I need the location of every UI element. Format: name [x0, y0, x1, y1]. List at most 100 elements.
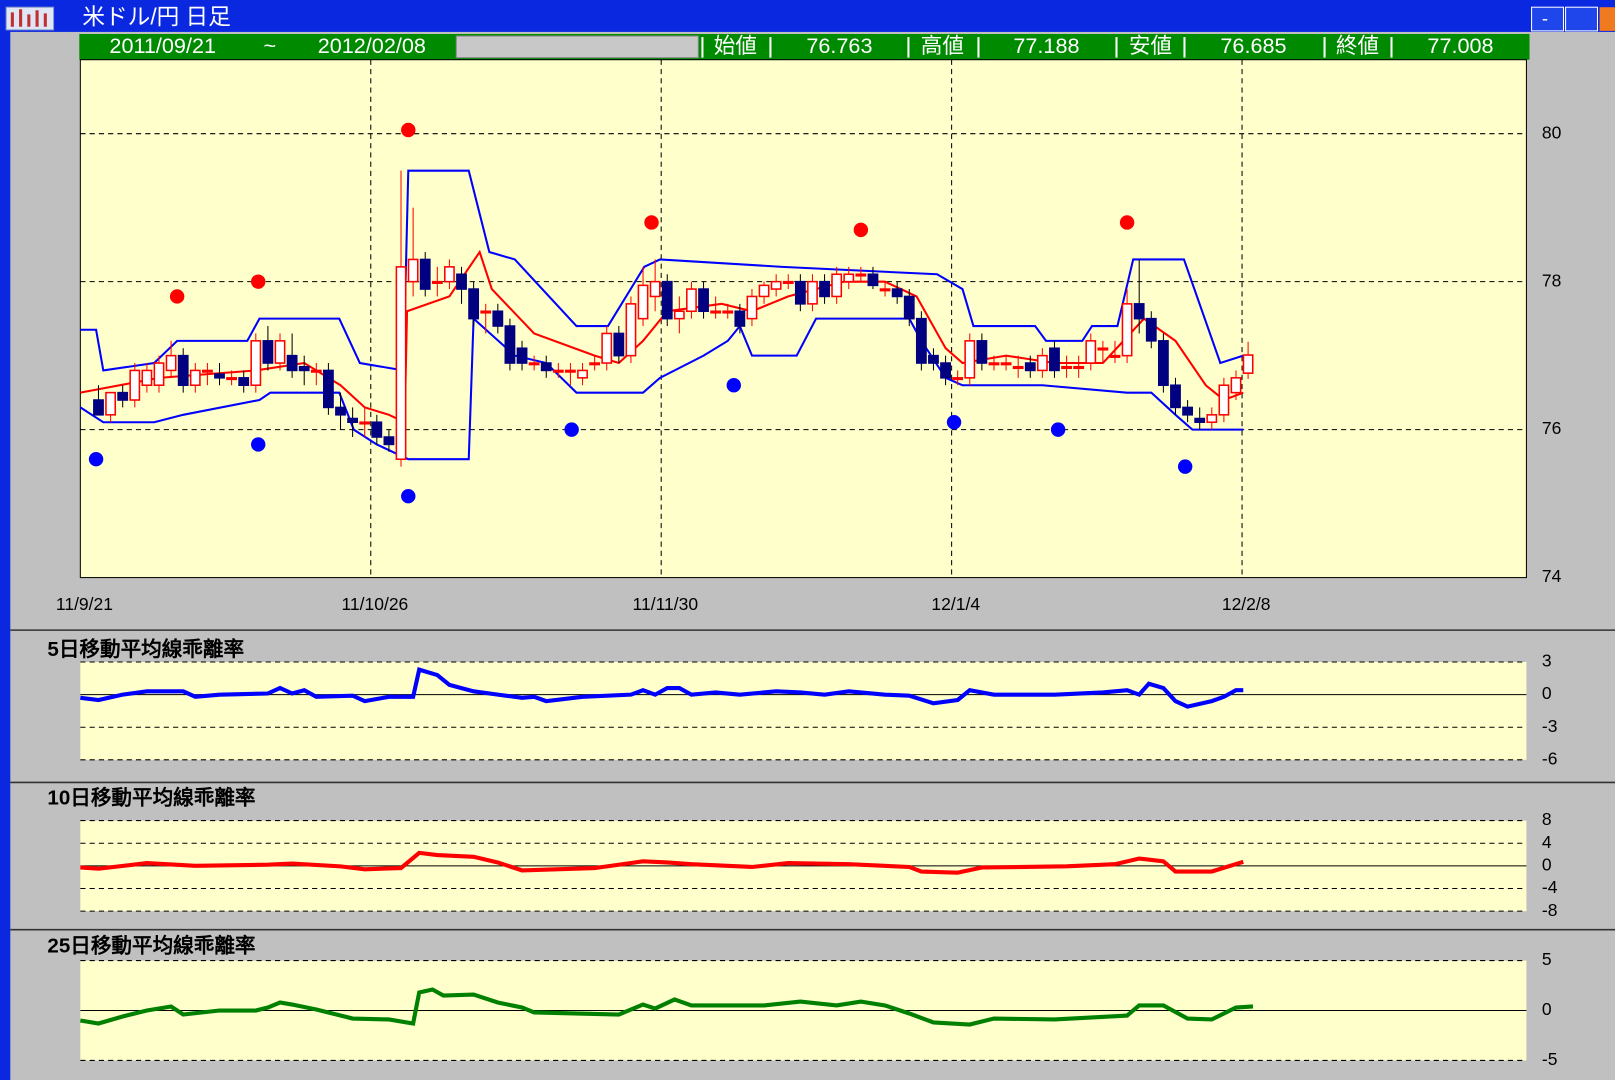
app-icon — [5, 6, 55, 31]
candle-body — [589, 362, 601, 366]
field-value: 76.685 — [1220, 33, 1286, 58]
candle-body — [395, 266, 407, 460]
candle-body — [201, 369, 213, 373]
candle-body — [359, 421, 371, 425]
candle-body — [1182, 406, 1193, 416]
maximize-button[interactable] — [1565, 6, 1599, 32]
candle-body — [310, 369, 322, 373]
candle-body — [419, 258, 431, 290]
y-tick-label: 80 — [1542, 122, 1562, 142]
candle-body — [952, 377, 964, 381]
candle-body — [93, 399, 104, 416]
candle-body — [637, 284, 649, 320]
y-tick-label: 0 — [1542, 854, 1552, 874]
candle-body — [565, 369, 576, 373]
dot — [644, 215, 659, 230]
candle-body — [940, 362, 951, 379]
candle-body — [274, 340, 286, 364]
candle-body — [1121, 303, 1133, 357]
panel-title: 25日移動平均線乖離率 — [47, 934, 255, 958]
line — [80, 667, 1244, 709]
x-tick-label: 12/1/4 — [931, 594, 980, 614]
candle-body — [1157, 340, 1169, 387]
candle-body — [1049, 347, 1060, 372]
candle-body — [431, 280, 443, 284]
candle-body — [516, 347, 528, 364]
y-tick-label: 78 — [1542, 270, 1561, 290]
field-label: 高値 — [921, 33, 964, 58]
candle-body — [782, 280, 794, 284]
candle-body — [1230, 377, 1242, 394]
candle-body — [238, 377, 250, 387]
candle-body — [988, 362, 1000, 366]
y-tick-label: 76 — [1542, 418, 1561, 438]
field-value: 77.008 — [1427, 33, 1493, 58]
candle-body — [686, 288, 697, 313]
date-from: 2011/09/21 — [109, 33, 216, 58]
line — [80, 987, 1254, 1027]
line — [80, 850, 1244, 875]
dot — [726, 378, 742, 393]
y-tick-label: 0 — [1542, 999, 1552, 1019]
candle-body — [661, 280, 673, 320]
candle-body — [468, 288, 480, 320]
y-tick-label: 74 — [1542, 566, 1562, 586]
candle-body — [214, 373, 225, 379]
candle-body — [855, 273, 867, 277]
candle-body — [1085, 340, 1097, 364]
candle-body — [1061, 365, 1072, 370]
candle-body — [649, 280, 661, 298]
candle-body — [456, 273, 467, 290]
dot — [251, 274, 266, 289]
dot — [853, 222, 869, 238]
candle-body — [831, 273, 843, 298]
candle-body — [1097, 347, 1109, 351]
candle-body — [105, 391, 116, 416]
candle-body — [891, 288, 903, 298]
panel-title: 5日移動平均線乖離率 — [47, 637, 244, 661]
dot — [88, 452, 104, 467]
candle-body — [347, 417, 359, 423]
candle-body — [383, 436, 395, 446]
candle-body — [323, 369, 334, 409]
candle-body — [335, 406, 346, 416]
y-tick-label: -5 — [1542, 1049, 1558, 1069]
line — [79, 316, 1244, 461]
candle-body — [577, 369, 588, 379]
dot — [564, 422, 579, 437]
candle-body — [843, 273, 855, 283]
y-tick-label: -6 — [1542, 748, 1558, 768]
candle-body — [480, 310, 492, 314]
candle-body — [867, 273, 879, 287]
candle-body — [794, 280, 806, 305]
candle-body — [1170, 384, 1181, 409]
dot — [251, 437, 266, 452]
panel-separators — [10, 629, 1615, 931]
y-tick-label: -3 — [1542, 716, 1558, 736]
candle-body — [698, 288, 709, 313]
candle-body — [625, 303, 637, 357]
panel-title: 10日移動平均線乖離率 — [47, 785, 255, 809]
line — [80, 169, 1244, 372]
title-bar — [0, 0, 1615, 32]
candle-body — [879, 288, 891, 292]
candle-body — [262, 340, 274, 364]
candle-body — [1036, 354, 1048, 372]
field-value: 77.188 — [1013, 33, 1079, 58]
candle-body — [444, 266, 455, 283]
candle-body — [770, 280, 782, 290]
candle-body — [903, 295, 915, 320]
minimize-label: - — [1542, 7, 1548, 28]
x-tick-label: 12/2/8 — [1222, 594, 1271, 614]
minimize-button[interactable] — [1531, 6, 1565, 32]
x-tick-label: 11/9/21 — [56, 594, 113, 614]
candle-body — [371, 421, 383, 438]
close-button[interactable] — [1599, 7, 1615, 31]
candle-body — [129, 369, 141, 401]
candle-body — [1218, 384, 1230, 416]
candle-body — [758, 284, 770, 298]
candle-body — [1024, 362, 1036, 372]
candle-body — [407, 258, 419, 283]
field-label: 安値 — [1129, 33, 1172, 58]
